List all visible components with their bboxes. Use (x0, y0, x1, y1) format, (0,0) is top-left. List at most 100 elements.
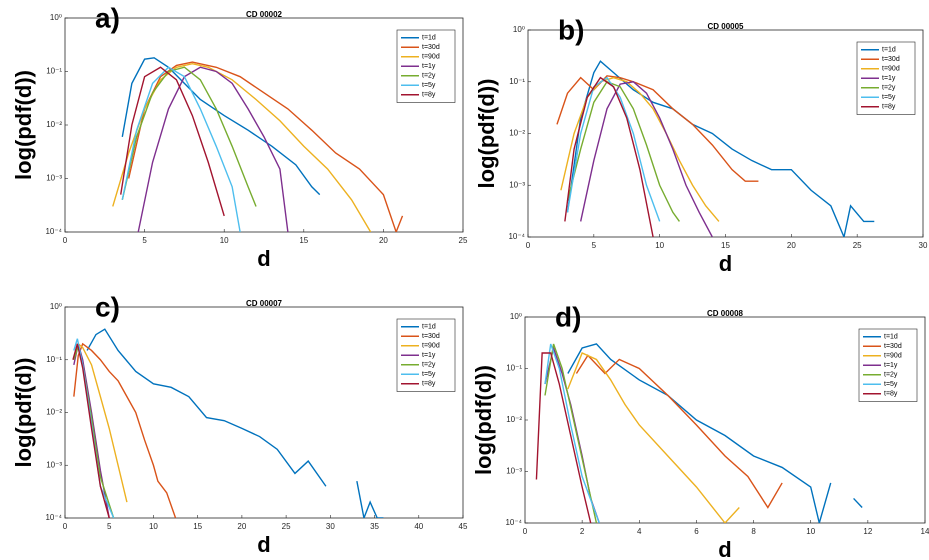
x-tick-label: 20 (787, 241, 796, 250)
series-line (112, 62, 372, 232)
x-tick-label: 25 (282, 522, 291, 531)
legend-label: t=90d (882, 66, 900, 73)
y-tick-label: 10⁻² (506, 415, 522, 424)
y-tick-label: 10⁰ (50, 302, 62, 311)
series-line (567, 352, 740, 523)
x-tick-label: 5 (107, 522, 112, 531)
y-tick-label: 10⁻³ (506, 467, 522, 476)
x-tick-label: 0 (63, 522, 68, 531)
x-tick-label: 30 (919, 241, 928, 250)
series-line (121, 57, 321, 196)
panel-label: a) (95, 2, 120, 33)
x-tick-label: 10 (220, 236, 229, 245)
series-line (566, 80, 680, 222)
y-tick-label: 10⁻² (46, 408, 62, 417)
plot-area (524, 316, 926, 524)
y-tick-label: 10⁻⁴ (508, 232, 525, 241)
legend-label: t=1d (882, 47, 896, 54)
x-tick-label: 0 (523, 527, 528, 536)
legend-label: t=8y (422, 92, 436, 99)
chart-title: CD 00002 (246, 10, 283, 19)
series-line (575, 354, 783, 509)
x-tick-label: 40 (414, 522, 423, 531)
series-line (535, 352, 592, 523)
x-tick-label: 10 (149, 522, 158, 531)
y-tick-label: 10⁻⁴ (505, 518, 522, 527)
x-axis-label: d (718, 537, 731, 560)
series-line (137, 66, 289, 232)
y-axis-label: log(pdf(d)) (11, 358, 36, 468)
legend-label: t=2y (422, 73, 436, 80)
legend-label: t=30d (884, 343, 902, 350)
x-axis-label: d (257, 246, 270, 271)
y-tick-label: 10⁻¹ (509, 77, 525, 86)
y-tick-label: 10⁰ (513, 25, 525, 34)
legend-label: t=90d (884, 353, 902, 360)
x-tick-label: 45 (459, 522, 468, 531)
legend-label: t=90d (422, 343, 440, 350)
legend-label: t=8y (422, 381, 436, 388)
x-tick-label: 14 (921, 527, 929, 536)
legend-label: t=8y (882, 104, 896, 111)
series-line (120, 66, 225, 217)
series-group (535, 343, 863, 523)
y-tick-label: 10⁻⁴ (45, 227, 62, 236)
series-line (127, 61, 404, 232)
chart-title: CD 00005 (707, 22, 744, 31)
y-axis-label: log(pdf(d)) (474, 79, 499, 189)
x-axis-label: d (719, 251, 732, 276)
series-line (556, 75, 759, 182)
y-tick-label: 10⁰ (510, 312, 522, 321)
series-line (121, 66, 241, 232)
x-tick-label: 25 (853, 241, 862, 250)
plot-area (64, 306, 464, 519)
x-tick-label: 6 (694, 527, 699, 536)
y-tick-label: 10⁻² (46, 120, 62, 129)
legend-label: t=1y (422, 63, 436, 70)
y-axis-label: log(pdf(d)) (471, 365, 496, 475)
legend-label: t=2y (882, 85, 896, 92)
x-tick-label: 25 (459, 236, 468, 245)
series-line (356, 480, 384, 518)
panel: 0 5 10 15 20 25 30 10⁻⁴ 10⁻³ 10⁻² 10⁻¹ 10⁰ t=1d t=30d… (474, 14, 928, 275)
x-tick-label: 35 (370, 522, 379, 531)
series-line (121, 66, 257, 207)
x-tick-label: 8 (751, 527, 756, 536)
x-tick-label: 4 (637, 527, 642, 536)
y-tick-label: 10⁻¹ (506, 364, 522, 373)
series-line (72, 343, 110, 518)
x-tick-label: 5 (592, 241, 597, 250)
series-line (853, 497, 863, 508)
x-tick-label: 0 (526, 241, 531, 250)
legend-label: t=5y (884, 381, 898, 388)
panel: 0 5 10 15 20 25 10⁻⁴ 10⁻³ 10⁻² 10⁻¹ 10⁰ t=1d t=30d t=… (11, 2, 468, 270)
x-tick-label: 20 (379, 236, 388, 245)
legend-label: t=30d (422, 333, 440, 340)
chart-title: CD 00007 (246, 299, 283, 308)
x-tick-label: 0 (63, 236, 68, 245)
y-tick-label: 10⁻³ (46, 174, 62, 183)
legend-label: t=1d (884, 334, 898, 341)
legend-label: t=5y (422, 371, 436, 378)
series-line (567, 343, 832, 523)
x-tick-label: 20 (237, 522, 246, 531)
x-tick-label: 10 (806, 527, 815, 536)
x-tick-label: 15 (721, 241, 730, 250)
y-tick-label: 10⁻⁴ (45, 513, 62, 522)
y-tick-label: 10⁻² (509, 129, 525, 138)
series-line (86, 328, 327, 487)
series-group (556, 60, 875, 237)
series-line (544, 343, 598, 523)
series-line (579, 81, 713, 237)
series-group (112, 57, 404, 232)
series-line (73, 342, 177, 518)
chart-title: CD 00008 (707, 309, 744, 318)
panel-label: c) (95, 291, 120, 322)
legend-label: t=1y (422, 352, 436, 359)
y-tick-label: 10⁻³ (46, 460, 62, 469)
panel: 0 5 10 15 20 25 30 35 40 45 10⁻⁴ 10⁻³ 10⁻² 10⁻¹ 10⁰ t=1… (11, 291, 468, 556)
x-tick-label: 2 (580, 527, 585, 536)
y-tick-label: 10⁰ (50, 13, 62, 22)
legend-label: t=1d (422, 35, 436, 42)
